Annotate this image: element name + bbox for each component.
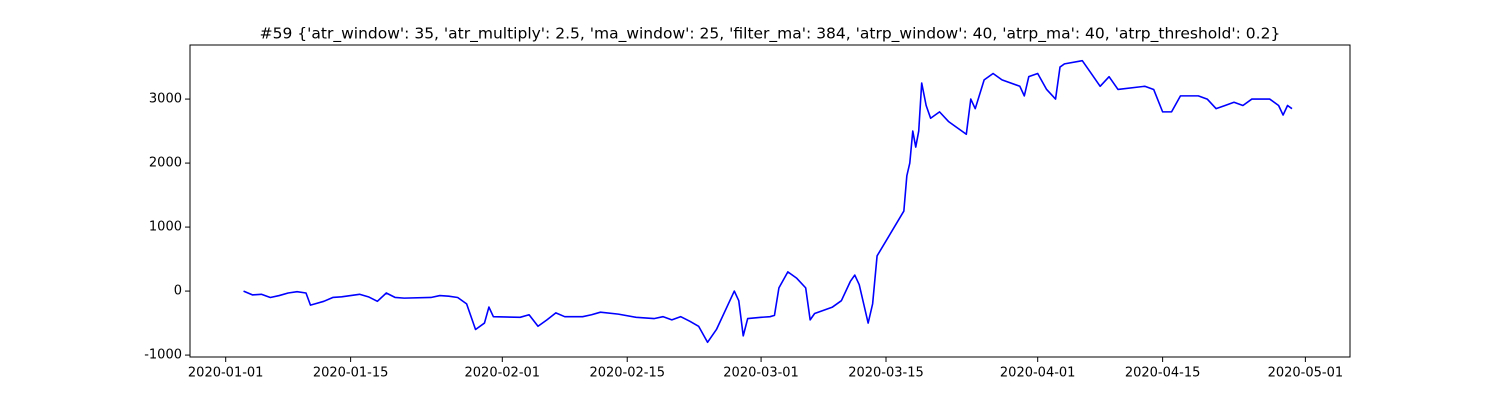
- y-tick-label: 2000: [149, 156, 182, 171]
- y-tick-label: 3000: [149, 92, 182, 107]
- x-tick-label: 2020-01-15: [313, 366, 389, 381]
- x-tick-label: 2020-04-01: [1000, 366, 1076, 381]
- y-tick-label: 0: [174, 284, 182, 299]
- y-tick-label: -1000: [144, 348, 182, 363]
- x-tick-label: 2020-03-01: [723, 366, 799, 381]
- x-tick-label: 2020-02-01: [465, 366, 541, 381]
- x-tick-label: 2020-02-15: [589, 366, 665, 381]
- x-tick-label: 2020-04-15: [1125, 366, 1201, 381]
- x-tick-label: 2020-05-01: [1268, 366, 1344, 381]
- x-tick-label: 2020-03-15: [848, 366, 924, 381]
- chart-title: #59 {'atr_window': 35, 'atr_multiply': 2…: [260, 25, 1281, 44]
- x-tick-label: 2020-01-01: [188, 366, 264, 381]
- plot-frame: [189, 44, 1351, 358]
- line-series: [243, 59, 1293, 344]
- y-tick-label: 1000: [149, 220, 182, 235]
